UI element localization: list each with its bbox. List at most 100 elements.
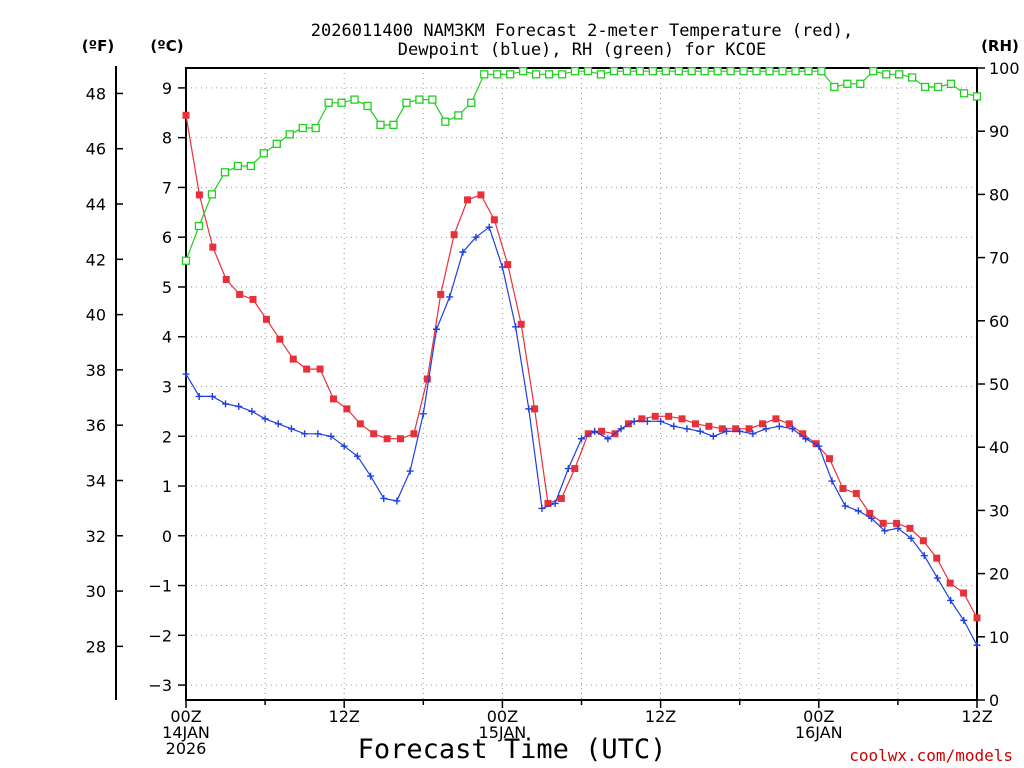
dewpoint-point [604,435,612,443]
rh-point [402,98,411,107]
temperature-point [504,261,512,269]
rh-line [185,70,978,262]
dewpoint-point [617,425,625,433]
x-tick-label: 00Z [170,707,201,726]
rh-point [570,67,580,76]
tick-labels: −3−2−10123456789283032343638404244464801… [86,59,1020,758]
rh-point [207,190,217,199]
rh-tick-label: 10 [989,628,1009,647]
celsius-tick-label: 7 [162,178,172,197]
temperature-point [370,430,378,438]
fahrenheit-tick-label: 34 [86,471,106,490]
temperature-point [946,579,954,587]
temperature-point [410,430,418,438]
rh-point [259,149,268,158]
x-tick-label: 00Z [487,707,518,726]
rh-point [933,82,943,92]
temperature-point [356,420,364,428]
dewpoint-point [960,616,968,624]
dewpoint-point [274,420,282,428]
dewpoint-point [485,223,493,231]
rh-point [869,67,878,76]
dewpoint-point [367,472,375,480]
temperature-point [852,489,860,497]
temperature-point [423,375,431,383]
rh-point [661,67,670,76]
temperature-point [397,435,405,443]
dewpoint-point [393,497,401,505]
x-tick-label: 12Z [645,707,676,726]
x-axis-title: Forecast Time (UTC) [358,734,667,765]
dewpoint-point [841,502,849,510]
temperature-point [893,519,901,527]
dewpoint-point [353,452,361,460]
celsius-tick-label: 0 [162,527,172,546]
dewpoint-point [287,425,295,433]
temperature-point [544,499,552,507]
temperature-point [584,430,592,438]
rh-tick-label: 70 [989,249,1009,268]
rh-tick-label: 60 [989,312,1009,331]
temperature-point [195,191,203,199]
celsius-unit-label: (ºC) [150,37,183,55]
fahrenheit-tick-label: 40 [86,306,106,325]
dewpoint-point [749,430,757,438]
temperature-point [665,412,673,420]
temperature-point [638,415,646,423]
rh-point [350,95,359,104]
temperature-point [571,465,579,473]
dewpoint-point [762,425,770,433]
fahrenheit-tick-label: 28 [86,637,106,656]
rh-point [376,120,385,130]
temperature-point [879,519,887,527]
dewpoint-point [907,534,915,542]
dewpoint-point [894,524,902,532]
x-tick-label: 2026 [166,739,207,758]
dewpoint-point [538,504,546,512]
temperature-point [826,455,834,463]
temperature-point [785,420,793,428]
rh-point [830,82,839,92]
credit-link[interactable]: coolwx.com/models [849,746,1013,765]
dewpoint-point [301,430,309,438]
dewpoint-point [775,422,783,430]
temperature-point [933,554,941,562]
dewpoint-point [973,641,981,649]
dewpoint-point [630,417,638,425]
rh-tick-label: 100 [989,59,1020,78]
dewpoint-point [709,432,717,440]
dewpoint-point [498,263,506,271]
celsius-tick-label: 4 [162,328,172,347]
temperature-point [450,231,458,239]
rh-point [324,98,333,107]
fahrenheit-tick-label: 44 [86,195,106,214]
fahrenheit-tick-label: 30 [86,582,106,601]
dewpoint-point [723,427,731,435]
temperature-point [624,420,632,428]
dewpoint-point [380,494,388,502]
fahrenheit-tick-label: 32 [86,527,106,546]
rh-point [389,120,398,130]
rh-point [882,70,891,79]
temperature-point [772,415,780,423]
dewpoint-point [670,422,678,430]
temperature-point [303,365,311,373]
dewpoint-point [208,392,216,400]
temperature-point [236,290,244,298]
rh-point [791,67,800,76]
celsius-tick-label: 2 [162,427,172,446]
rh-point [726,67,735,76]
temperature-point [919,537,927,545]
rh-point [194,221,204,231]
rh-unit-label: (RH) [981,37,1019,55]
plot-series [181,67,982,649]
dewpoint-point [657,417,665,425]
rh-point [817,67,826,76]
dewpoint-point [261,415,269,423]
rh-point [674,67,683,76]
rh-tick-label: 50 [989,375,1009,394]
rh-tick-label: 30 [989,501,1009,520]
rh-point [843,79,852,88]
temperature-point [249,295,257,303]
rh-point [518,67,528,76]
